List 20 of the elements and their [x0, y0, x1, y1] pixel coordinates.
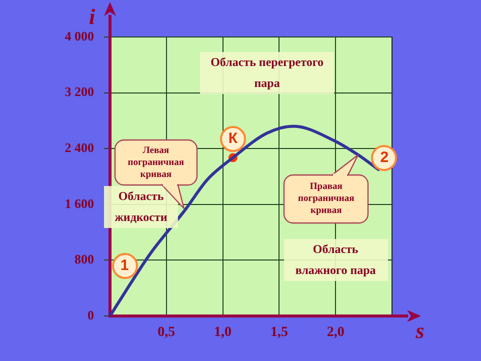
y-tick-label: 4 000 [64, 28, 94, 44]
y-tick-label: 3 200 [64, 84, 94, 100]
y-tick-label: 2 400 [64, 140, 94, 155]
x-tick-label: 1,0 [214, 325, 232, 340]
x-tick-label: 2,0 [326, 325, 344, 340]
annotation: Правая пограничная кривая [298, 180, 354, 217]
y-axis-title: i [88, 4, 96, 30]
x-tick-label: 0,5 [158, 325, 176, 340]
y-tick-label: 800 [74, 252, 94, 267]
annotation: 2 [371, 144, 398, 171]
y-tick-label: 0 [88, 307, 94, 322]
annotation: Область влажного пара [284, 239, 388, 282]
annotation: Левая пограничная кривая [128, 144, 184, 181]
y-tick-label: 1 600 [64, 196, 94, 211]
annotation: 1 [112, 253, 138, 280]
annotation: Область перегретого пара [200, 52, 334, 94]
annotation: Область жидкости [104, 186, 178, 228]
x-tick-label: 1,5 [270, 325, 288, 340]
x-axis-title: s [414, 318, 426, 344]
annotation: К [220, 126, 246, 152]
